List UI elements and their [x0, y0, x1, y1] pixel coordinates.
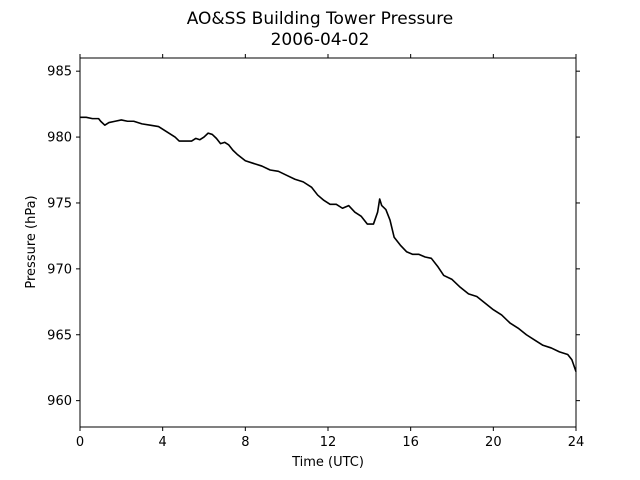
plot-area [80, 116, 577, 372]
y-tick-label: 985 [47, 65, 72, 80]
x-tick-label: 4 [159, 435, 167, 450]
x-tick-label: 8 [241, 435, 249, 450]
y-tick-label: 975 [47, 196, 72, 211]
x-tick-label: 16 [402, 435, 419, 450]
pressure-series-line-0 [80, 116, 577, 372]
axes-frame [79, 57, 577, 428]
y-tick-label: 965 [47, 328, 72, 343]
x-tick-label: 24 [568, 435, 585, 450]
x-tick-label: 20 [485, 435, 502, 450]
x-axis-ticks: 0 4 8 12 16 20 24 [76, 54, 584, 450]
x-axis-label: Time (UTC) [291, 455, 364, 470]
y-tick-label: 960 [47, 394, 72, 409]
x-tick-label: 0 [76, 435, 84, 450]
y-axis-ticks: 960 965 970 975 980 985 [47, 65, 580, 409]
chart-subtitle: 2006-04-02 [271, 30, 370, 50]
y-axis-label: Pressure (hPa) [24, 195, 39, 288]
y-tick-label: 970 [47, 262, 72, 277]
y-tick-label: 980 [47, 131, 72, 146]
x-tick-label: 12 [320, 435, 337, 450]
chart-title: AO&SS Building Tower Pressure [187, 9, 454, 29]
